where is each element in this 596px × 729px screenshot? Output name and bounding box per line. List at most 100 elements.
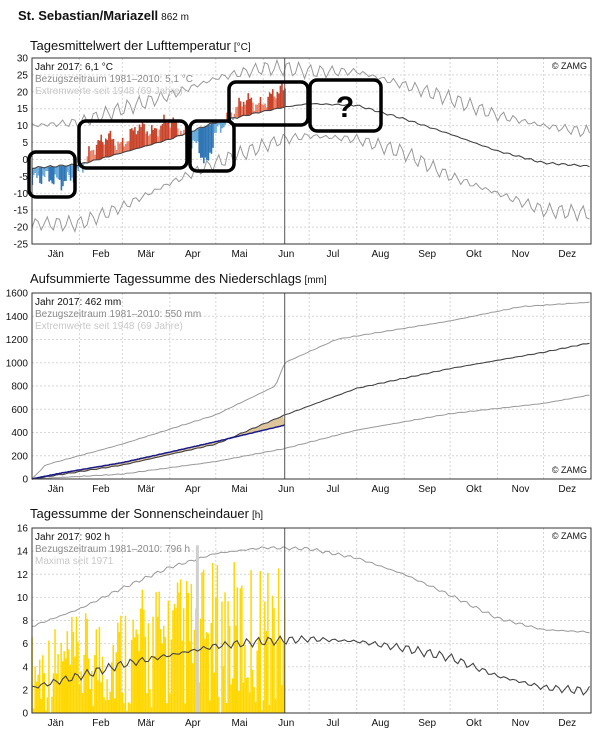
precipitation-title-text: Aufsummierte Tagessumme des Niederschlag… <box>30 271 302 286</box>
temp-bar-cold <box>77 164 80 172</box>
y-tick-label: 8 <box>22 616 28 627</box>
x-tick-label: Mär <box>137 484 155 495</box>
sunshine-bar <box>238 690 240 713</box>
sunshine-bar <box>46 697 49 713</box>
temp-bar-cold <box>216 121 219 127</box>
legend-year: Jahr 2017: 6,1 °C <box>35 62 113 73</box>
sunshine-bar <box>54 629 56 713</box>
x-tick-label: Mär <box>137 249 155 260</box>
sunshine-bar <box>32 708 35 713</box>
temp-bar-warm <box>155 128 158 144</box>
sunshine-bar <box>236 587 239 713</box>
temp-bar-warm <box>276 91 279 109</box>
temp-bar-cold <box>210 123 213 154</box>
sunshine-bar <box>230 684 232 713</box>
temp-bar-warm <box>259 96 262 113</box>
sunshine-bar <box>89 688 91 713</box>
sunshine-bar <box>218 696 220 713</box>
y-tick-label: 1200 <box>6 335 29 346</box>
sunshine-bar <box>57 654 59 713</box>
temp-bar-warm <box>164 119 167 141</box>
temp-bar-cold <box>192 130 194 141</box>
sunshine-bar <box>273 608 275 713</box>
y-tick-label: 400 <box>11 428 28 439</box>
sunshine-bar <box>228 626 231 713</box>
sunshine-bar <box>256 650 258 713</box>
temp-bar-warm <box>152 129 155 144</box>
temp-bar-cold <box>37 167 40 176</box>
sunshine-bar <box>156 616 159 713</box>
temp-bar-warm <box>270 93 273 110</box>
temp-bar-warm <box>265 107 268 111</box>
temp-bar-cold <box>196 129 199 142</box>
temp-bar-warm <box>273 96 276 110</box>
temp-bar-warm <box>138 124 141 148</box>
temp-bar-cold <box>65 165 67 181</box>
sunshine-bar <box>233 562 235 713</box>
temp-bar-warm <box>97 140 99 160</box>
sunshine-bar <box>265 631 268 713</box>
temp-bar-warm <box>170 121 173 139</box>
sunshine-bar <box>63 651 65 713</box>
temp-bar-warm <box>147 135 150 146</box>
x-tick-label: Jän <box>48 249 64 260</box>
temp-bar-cold <box>45 166 47 172</box>
sunshine-bar <box>144 636 147 713</box>
temp-bar-warm <box>114 145 116 155</box>
sunshine-bar <box>112 644 114 713</box>
y-tick-label: 4 <box>22 662 28 673</box>
sunshine-bar <box>172 610 174 713</box>
temp-bar-warm <box>245 100 248 116</box>
legend-baseline: Bezugszeitraum 1981–2010: 5,1 °C <box>35 74 193 85</box>
sunshine-bar <box>170 639 173 713</box>
temp-bar-cold <box>56 166 58 178</box>
sunshine-bar <box>133 637 136 713</box>
temp-bar-cold <box>206 125 208 161</box>
x-tick-label: Dez <box>558 484 576 495</box>
temp-bar-warm <box>258 102 260 113</box>
temp-bar-cold <box>54 166 57 175</box>
sunshine-bar <box>152 616 154 713</box>
temp-bar-cold <box>40 167 43 185</box>
temp-bar-warm <box>247 93 250 115</box>
x-tick-label: Aug <box>372 718 390 729</box>
sunshine-bar <box>179 579 182 713</box>
sunshine-bar <box>184 703 186 713</box>
y-tick-label: 800 <box>11 382 28 393</box>
sunshine-bar <box>215 597 217 713</box>
sunshine-bar <box>109 691 111 713</box>
temp-bar-warm <box>275 98 277 109</box>
temp-bar-warm <box>160 125 162 142</box>
y-tick-label: 12 <box>17 570 29 581</box>
plot-frame <box>31 292 592 480</box>
temperature-chart-title: Tagesmittelwert der Lufttemperatur [°C] <box>30 38 251 53</box>
copyright-label: © ZAMG <box>552 465 587 475</box>
temp-bar-warm <box>271 89 274 110</box>
temp-bar-warm <box>95 144 98 160</box>
y-tick-label: 14 <box>17 547 29 558</box>
temp-bar-cold <box>59 165 61 180</box>
temp-bar-warm <box>267 96 269 111</box>
temp-bar-warm <box>242 101 245 116</box>
temp-bar-warm <box>282 90 285 108</box>
y-tick-label: 0 <box>22 475 28 486</box>
x-tick-label: Mai <box>231 718 247 729</box>
sunshine-bar <box>126 710 128 713</box>
sunshine-bar <box>257 637 260 713</box>
sunshine-bar <box>190 583 193 713</box>
sunshine-bar <box>74 656 76 713</box>
x-tick-label: Jän <box>48 484 64 495</box>
temp-bar-cold <box>199 127 202 158</box>
sunshine-bar <box>175 607 177 713</box>
y-tick-label: 1000 <box>6 358 29 369</box>
temp-bar-warm <box>233 113 236 119</box>
year-2017-line <box>31 424 285 480</box>
sunshine-bar <box>268 705 271 713</box>
x-tick-label: Mai <box>231 484 247 495</box>
sunshine-bar <box>254 701 257 713</box>
y-tick-label: -25 <box>14 240 29 251</box>
sunshine-bar <box>267 572 269 713</box>
sunshine-bar <box>247 677 249 713</box>
annotation-box-jan <box>27 150 77 199</box>
